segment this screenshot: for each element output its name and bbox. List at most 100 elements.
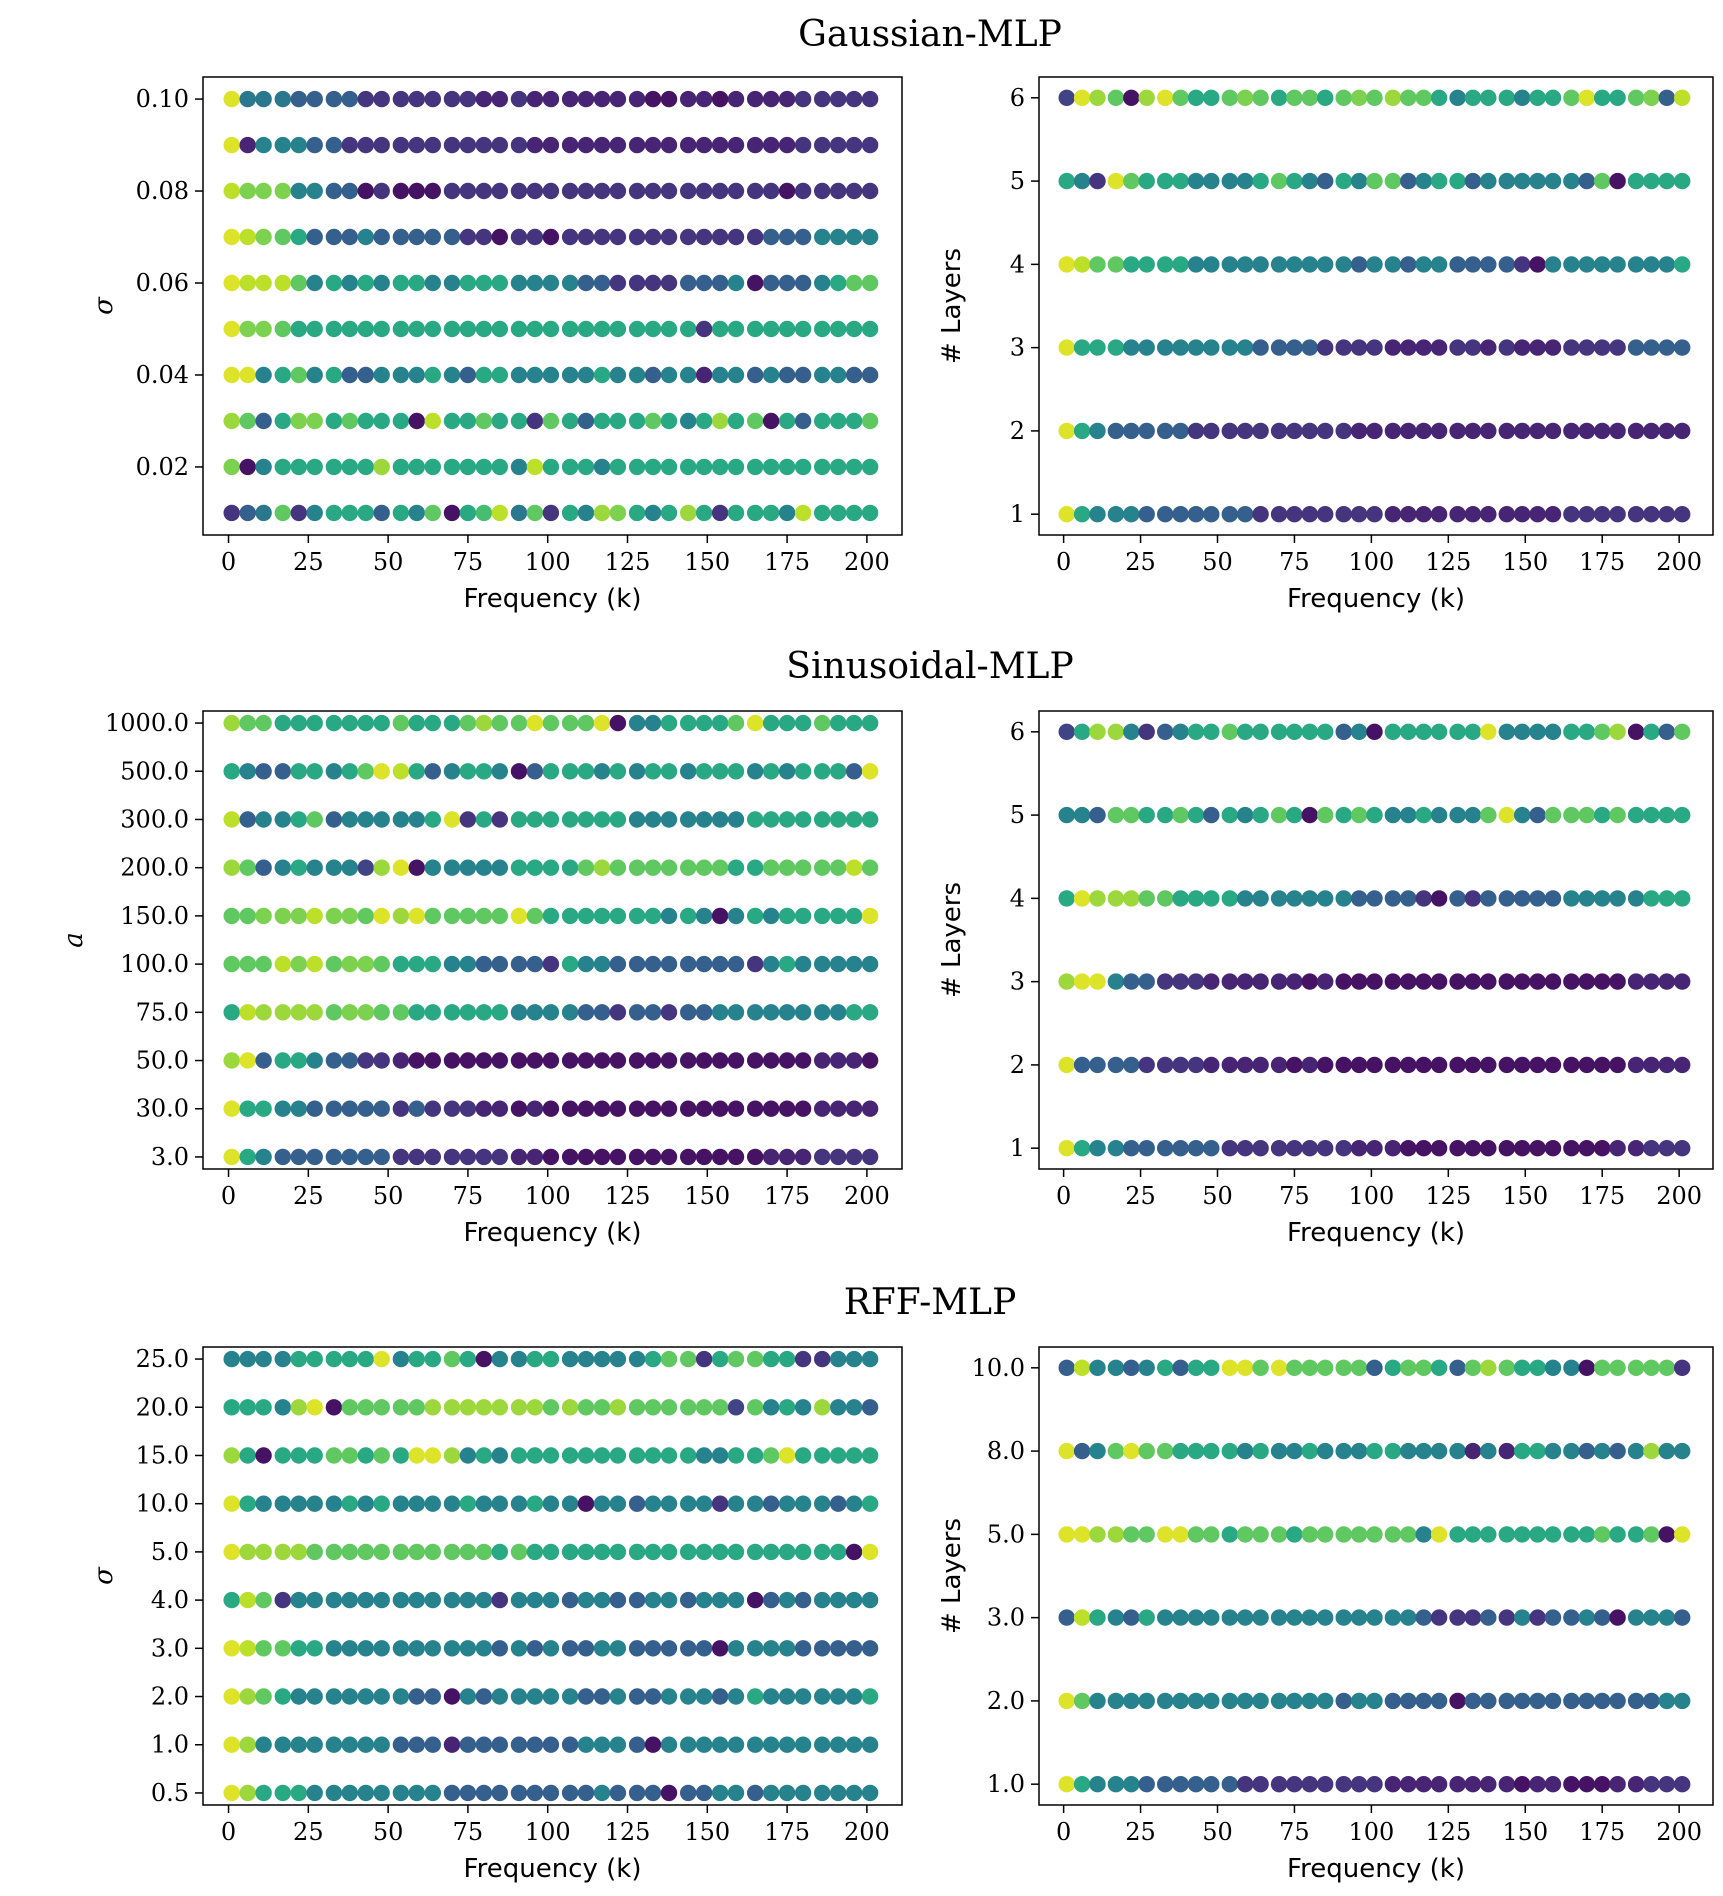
data-point [660, 274, 678, 292]
data-point [1430, 1359, 1448, 1377]
data-point [491, 504, 508, 522]
data-point [392, 458, 410, 476]
data-point [306, 1004, 323, 1021]
data-point [644, 1148, 662, 1166]
data-point [747, 859, 764, 876]
data-point [794, 412, 812, 430]
x-tick-label: 75 [1279, 1182, 1310, 1210]
data-point [1187, 1526, 1205, 1543]
data-point [1514, 1442, 1531, 1460]
data-point [561, 1543, 579, 1561]
data-point [1237, 422, 1254, 440]
data-point [861, 274, 879, 292]
data-point [609, 1784, 627, 1802]
data-point [778, 1399, 796, 1416]
data-point [660, 955, 678, 973]
data-point [392, 366, 410, 384]
data-point [1578, 723, 1596, 740]
data-point [1464, 89, 1482, 107]
data-point [561, 1100, 579, 1117]
data-point [491, 763, 508, 780]
data-point [1301, 723, 1319, 740]
data-point [1384, 890, 1402, 907]
data-point [830, 182, 847, 200]
data-point [373, 1100, 390, 1117]
data-point [1366, 973, 1383, 990]
data-point [561, 1004, 579, 1021]
data-point [424, 811, 441, 828]
data-point [814, 1447, 831, 1464]
data-point [762, 1447, 780, 1464]
data-point [660, 714, 678, 732]
data-point [1335, 1776, 1352, 1793]
data-point [357, 859, 374, 876]
data-point [1221, 973, 1239, 990]
data-point [1674, 723, 1691, 740]
data-point [526, 763, 544, 780]
data-point [373, 90, 390, 108]
data-point [357, 714, 374, 732]
data-point [408, 763, 425, 780]
y-tick-label: 20.0 [136, 1393, 189, 1421]
data-point [644, 366, 662, 384]
data-point [830, 1784, 847, 1802]
data-point [408, 1004, 425, 1021]
data-point [306, 1688, 323, 1705]
data-point [290, 320, 307, 338]
data-point [1643, 89, 1660, 107]
data-point [1627, 1526, 1645, 1543]
data-point [747, 1688, 764, 1705]
data-point [290, 182, 307, 200]
data-point [762, 1640, 780, 1657]
data-point [1221, 89, 1239, 107]
data-point [1480, 723, 1497, 740]
data-point [1107, 506, 1125, 523]
data-point [778, 1350, 796, 1368]
data-point [794, 955, 812, 973]
data-point [727, 1591, 745, 1609]
data-point [1157, 256, 1174, 273]
data-point [491, 320, 508, 338]
data-point [644, 504, 662, 522]
data-point [223, 1100, 240, 1117]
data-point [593, 1350, 611, 1368]
data-point [325, 955, 343, 973]
data-point [1089, 1359, 1106, 1377]
data-point [1317, 1359, 1334, 1377]
data-point [1058, 1776, 1075, 1793]
data-point [1366, 506, 1383, 523]
data-point [762, 504, 780, 522]
data-point [223, 412, 240, 430]
data-point [408, 811, 425, 828]
data-point [223, 763, 240, 780]
data-point [1578, 506, 1596, 523]
data-point [1286, 806, 1303, 824]
data-point [325, 1784, 343, 1802]
data-point [794, 1100, 812, 1117]
data-point [325, 90, 343, 108]
data-point [306, 1100, 323, 1117]
data-point [491, 1052, 508, 1069]
data-point [1335, 1140, 1352, 1157]
data-point [1286, 1056, 1303, 1074]
data-point [542, 1399, 560, 1416]
data-point [861, 1591, 879, 1609]
data-point [1449, 1692, 1466, 1710]
data-point [727, 811, 745, 828]
data-point [1172, 172, 1189, 190]
data-point [695, 907, 713, 925]
data-point [1430, 890, 1448, 907]
data-point [341, 320, 358, 338]
y-tick-label: 2.0 [987, 1687, 1025, 1715]
data-point [459, 907, 477, 925]
data-point [475, 1784, 493, 1802]
data-point [1203, 973, 1220, 990]
data-point [1674, 1056, 1691, 1074]
data-point [223, 811, 240, 828]
data-point [1529, 1056, 1546, 1074]
data-point [223, 955, 240, 973]
data-point [794, 1591, 812, 1609]
data-point [424, 412, 441, 430]
data-point [1609, 422, 1626, 440]
data-point [660, 1543, 678, 1561]
